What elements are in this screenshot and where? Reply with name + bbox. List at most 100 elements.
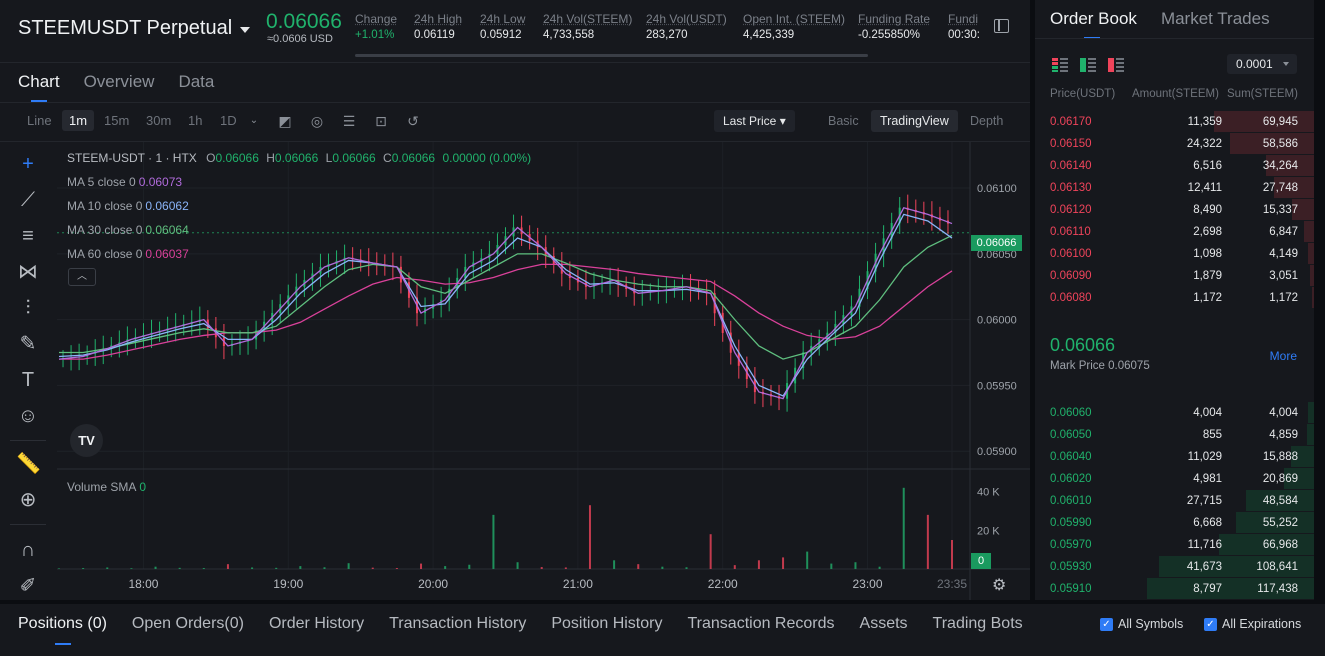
bid-row[interactable]: 0.06020 4,981 20,869	[1035, 468, 1314, 490]
volume-bar	[685, 567, 688, 569]
x-tick-label: 18:00	[128, 577, 158, 591]
timeframe-1h[interactable]: 1h	[188, 113, 203, 128]
ma-line-ma60	[59, 263, 953, 360]
tab-position-history[interactable]: Position History	[551, 615, 663, 632]
settings-icon[interactable]: ◎	[310, 113, 324, 129]
tab-order-book[interactable]: Order Book	[1050, 9, 1137, 39]
ask-sum: 34,264	[1262, 160, 1298, 172]
timeframe-15m[interactable]: 15m	[104, 113, 130, 128]
ask-row[interactable]: 0.06080 1,172 1,172	[1035, 287, 1314, 309]
trend-line-icon[interactable]: ⟋	[21, 189, 35, 211]
screenshot-icon[interactable]: ⊡	[375, 113, 387, 129]
volume-bar	[106, 567, 109, 569]
tab-open-orders[interactable]: Open Orders(0)	[131, 615, 244, 632]
tab-trading-bots[interactable]: Trading Bots	[932, 615, 1023, 632]
tab-data[interactable]: Data	[178, 72, 215, 91]
bid-row[interactable]: 0.05930 41,673 108,641	[1035, 556, 1314, 578]
price-type-select[interactable]: Last Price ▾	[714, 110, 795, 132]
bids-only-icon[interactable]	[1080, 57, 1096, 72]
bid-price: 0.05930	[1050, 561, 1092, 573]
ask-row[interactable]: 0.06140 6,516 34,264	[1035, 155, 1314, 177]
drawing-toolbar: + ⟋ ≡ ⋈ ⫶ ✎ T ☺ 📏 ⊕ ∩ ✐	[0, 142, 57, 600]
text-icon[interactable]: T	[21, 369, 35, 391]
header-price: Price(USDT)	[1050, 88, 1116, 100]
tab-market-trades[interactable]: Market Trades	[1160, 9, 1270, 28]
zoom-in-icon[interactable]: ⊕	[19, 489, 37, 511]
magnet-icon[interactable]: ∩	[20, 539, 36, 561]
tradingview-logo: TV	[70, 424, 103, 457]
tab-order-history[interactable]: Order History	[268, 615, 365, 632]
bid-row[interactable]: 0.05910 8,797 117,438	[1035, 578, 1314, 600]
mid-price: 0.06066	[1050, 335, 1116, 355]
more-link[interactable]: More	[1269, 349, 1297, 363]
y-tick-label: 0.06100	[977, 183, 1017, 195]
stat-24h-low: 24h Low 0.05912	[480, 12, 526, 41]
bid-row[interactable]: 0.06050 855 4,859	[1035, 424, 1314, 446]
volume-bar	[588, 505, 591, 569]
bid-row[interactable]: 0.06040 11,029 15,888	[1035, 446, 1314, 468]
tab-transaction-records[interactable]: Transaction Records	[687, 615, 835, 632]
crosshair-icon[interactable]: +	[22, 153, 34, 175]
bid-row[interactable]: 0.05970 11,716 66,968	[1035, 534, 1314, 556]
view-basic[interactable]: Basic	[828, 114, 859, 128]
volume-bar	[782, 557, 785, 569]
timeframe-1d[interactable]: 1D	[220, 113, 237, 128]
bid-row[interactable]: 0.06010 27,715 48,584	[1035, 490, 1314, 512]
ask-depth-bar	[1214, 111, 1314, 132]
legend-collapse-button[interactable]: ︿	[68, 268, 96, 286]
emoji-icon[interactable]: ☺	[17, 405, 39, 427]
ask-row[interactable]: 0.06150 24,322 58,586	[1035, 133, 1314, 155]
volume-bar	[516, 562, 519, 569]
ask-row[interactable]: 0.06100 1,098 4,149	[1035, 243, 1314, 265]
asks-only-icon[interactable]	[1108, 57, 1124, 72]
both-sides-icon[interactable]	[1052, 57, 1068, 72]
chart-tabs: Chart Overview Data	[18, 72, 215, 102]
ask-depth-bar	[1308, 243, 1314, 264]
ask-row[interactable]: 0.06130 12,411 27,748	[1035, 177, 1314, 199]
price-chart[interactable]: 0.06100 0.06050 0.06000 0.05950 0.05900 18:00…	[57, 142, 1030, 600]
checkmark-icon: ✓	[1204, 617, 1217, 631]
tab-assets[interactable]: Assets	[859, 615, 908, 632]
bid-row[interactable]: 0.06060 4,004 4,004	[1035, 402, 1314, 424]
volume-bar	[951, 540, 953, 569]
parallel-lines-icon[interactable]: ≡	[22, 225, 34, 247]
timeframe-line[interactable]: Line	[27, 113, 52, 128]
view-depth[interactable]: Depth	[970, 114, 1004, 128]
view-tradingview[interactable]: TradingView	[871, 110, 958, 132]
ask-row[interactable]: 0.06120 8,490 15,337	[1035, 199, 1314, 221]
panel-toggle-icon[interactable]	[994, 19, 1009, 33]
reset-icon[interactable]: ↺	[407, 113, 419, 129]
all-symbols-checkbox[interactable]: ✓ All Symbols	[1100, 617, 1183, 631]
indicator-icon[interactable]: ◩	[278, 113, 292, 129]
ask-price: 0.06170	[1050, 116, 1092, 128]
ask-depth-bar	[1304, 221, 1314, 242]
brush-icon[interactable]: ✎	[19, 333, 37, 355]
fib-icon[interactable]: ⫶	[25, 297, 31, 319]
bid-row[interactable]: 0.05990 6,668 55,252	[1035, 512, 1314, 534]
timeframe-30m[interactable]: 30m	[146, 113, 172, 128]
page-scrollbar[interactable]	[1316, 0, 1325, 600]
ask-depth-bar	[1274, 177, 1314, 198]
ask-row[interactable]: 0.06170 11,359 69,945	[1035, 111, 1314, 133]
ask-price: 0.06100	[1050, 248, 1092, 260]
layout-icon[interactable]: ☰	[342, 113, 356, 129]
volume-bar	[540, 567, 543, 569]
symbol-selector[interactable]: STEEMUSDT Perpetual	[18, 17, 251, 40]
ask-row[interactable]: 0.06110 2,698 6,847	[1035, 221, 1314, 243]
tab-chart[interactable]: Chart	[18, 72, 60, 102]
all-expirations-checkbox[interactable]: ✓ All Expirations	[1204, 617, 1301, 631]
pattern-icon[interactable]: ⋈	[18, 261, 38, 283]
chevron-down-icon[interactable]: ⌄	[249, 115, 259, 126]
tab-transaction-history[interactable]: Transaction History	[389, 615, 527, 632]
lock-drawing-icon[interactable]: ✐	[19, 575, 37, 597]
tab-overview[interactable]: Overview	[83, 72, 155, 91]
timeframe-1m[interactable]: 1m	[62, 110, 95, 131]
ask-row[interactable]: 0.06090 1,879 3,051	[1035, 265, 1314, 287]
tab-positions[interactable]: Positions (0)	[18, 615, 107, 645]
stats-scrollbar[interactable]	[355, 54, 868, 57]
precision-select[interactable]: 0.0001	[1227, 54, 1297, 74]
ruler-icon[interactable]: 📏	[16, 453, 41, 475]
ma-line-ma30	[59, 234, 953, 360]
bid-amount: 11,716	[1187, 539, 1222, 551]
gear-icon[interactable]: ⚙	[992, 577, 1007, 594]
